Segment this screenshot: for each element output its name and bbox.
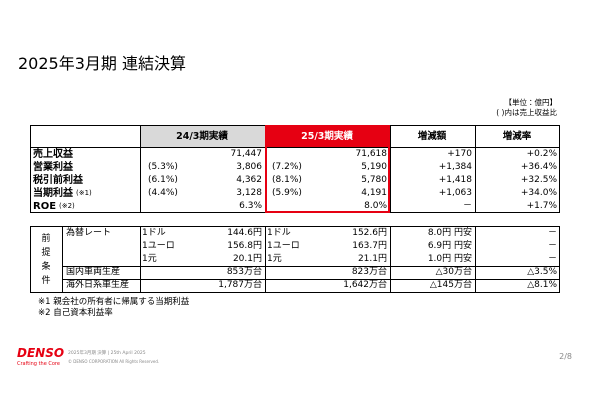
prev-value: 853万台 — [226, 267, 262, 277]
rate-value: +0.2% — [526, 149, 557, 159]
side-label: 件 — [41, 276, 51, 286]
table2-border — [30, 226, 560, 293]
diff-value: △145万台 — [429, 280, 472, 290]
rate-value: +1.7% — [526, 201, 557, 211]
prev-value: 20.1円 — [232, 254, 262, 264]
footer-doc: 2025年3月期 決算 | 25th April 2025 — [68, 351, 146, 356]
cur-value: 4,191 — [361, 188, 387, 198]
prev-value: 144.6円 — [227, 228, 262, 238]
cur-value: 5,780 — [361, 175, 387, 185]
cur-ratio: (8.1%) — [272, 175, 302, 185]
col-rule — [62, 226, 63, 293]
col-rule — [140, 125, 141, 213]
diff-value: 1.0円 円安 — [427, 254, 472, 264]
header-prev — [140, 125, 265, 147]
row-label: ROE — [33, 201, 57, 212]
title: 2025年3月期 連結決算 — [18, 54, 186, 73]
diff-value: 6.9円 円安 — [427, 241, 472, 251]
diff-value: +1,418 — [438, 175, 472, 185]
logo: DENSO — [17, 346, 65, 360]
diff-value: 8.0円 円安 — [427, 228, 472, 238]
diff-value: +170 — [447, 149, 472, 159]
prev-unit: 1ユーロ — [142, 241, 175, 251]
column-header: 増減額 — [417, 131, 447, 142]
diff-value: +1,063 — [438, 188, 472, 198]
page-number: 2/8 — [559, 352, 572, 361]
prev-value: 3,128 — [236, 188, 262, 198]
header-rule — [30, 147, 560, 148]
col-rule — [475, 125, 476, 213]
highlight — [265, 125, 390, 213]
column-header: 24/3期実績 — [176, 131, 228, 142]
footnote: ※2 自己資本利益率 — [38, 308, 113, 318]
col-rule — [475, 226, 476, 293]
cur-unit: 1ユーロ — [267, 241, 300, 251]
cur-value: 1,642万台 — [343, 280, 387, 290]
row-label: 国内車両生産 — [66, 267, 121, 277]
column-header: 25/3期実績 — [301, 131, 353, 142]
row-label: 当期利益 — [33, 188, 73, 199]
cur-value: 152.6円 — [352, 228, 387, 238]
copyright: © DENSO CORPORATION All Rights Reserved. — [68, 359, 160, 364]
rate-value: － — [547, 254, 557, 264]
cur-ratio: (7.2%) — [272, 162, 302, 172]
prev-ratio: (6.1%) — [148, 175, 178, 185]
side-label: 提 — [41, 248, 51, 258]
footnote: ※1 親会社の所有者に帰属する当期利益 — [38, 297, 190, 307]
side-label: 条 — [41, 262, 51, 272]
row-label: 売上収益 — [33, 149, 73, 160]
unit-note: ( )内は売上収益比 — [496, 108, 557, 117]
rate-value: +36.4% — [520, 162, 557, 172]
row-label: 為替レート — [66, 228, 112, 238]
side-label: 前 — [41, 234, 51, 244]
rate-value: △3.5% — [527, 267, 557, 277]
row-label: 税引前利益 — [33, 175, 83, 186]
col-rule — [265, 226, 266, 293]
tagline: Crafting the Core — [17, 361, 60, 367]
row-note: (※1) — [76, 189, 92, 197]
cur-ratio: (5.9%) — [272, 188, 302, 198]
cur-value: 21.1円 — [357, 254, 387, 264]
rate-value: － — [547, 241, 557, 251]
prev-ratio: (5.3%) — [148, 162, 178, 172]
cur-value: 823万台 — [351, 267, 387, 277]
row-note: (※2) — [59, 202, 75, 210]
prev-value: 4,362 — [236, 175, 262, 185]
cur-value: 163.7円 — [352, 241, 387, 251]
cur-value: 71,618 — [355, 149, 388, 159]
row-label: 営業利益 — [33, 162, 73, 173]
rate-value: － — [547, 228, 557, 238]
cur-unit: 1元 — [267, 254, 282, 264]
prev-value: 71,447 — [230, 149, 263, 159]
cur-unit: 1ドル — [267, 228, 291, 238]
cur-value: 5,190 — [361, 162, 387, 172]
row-rule — [62, 279, 560, 280]
prev-value: 156.8円 — [227, 241, 262, 251]
cur-value: 8.0% — [364, 201, 387, 211]
prev-value: 1,787万台 — [218, 280, 262, 290]
row-rule — [62, 266, 560, 267]
unit-note: 【単位：億円】 — [504, 98, 558, 107]
diff-value: △30万台 — [435, 267, 472, 277]
prev-value: 6.3% — [239, 201, 262, 211]
prev-unit: 1ドル — [142, 228, 166, 238]
prev-value: 3,806 — [236, 162, 262, 172]
col-rule — [140, 226, 141, 293]
col-rule — [390, 125, 391, 213]
rate-value: +34.0% — [520, 188, 557, 198]
column-header: 増減率 — [502, 131, 532, 142]
prev-ratio: (4.4%) — [148, 188, 178, 198]
prev-unit: 1元 — [142, 254, 157, 264]
rate-value: △8.1% — [527, 280, 557, 290]
rate-value: +32.5% — [520, 175, 557, 185]
row-label: 海外日系車生産 — [66, 280, 130, 290]
diff-value: － — [462, 201, 472, 211]
diff-value: +1,384 — [438, 162, 472, 172]
col-rule — [390, 226, 391, 293]
header-cur — [265, 125, 390, 147]
